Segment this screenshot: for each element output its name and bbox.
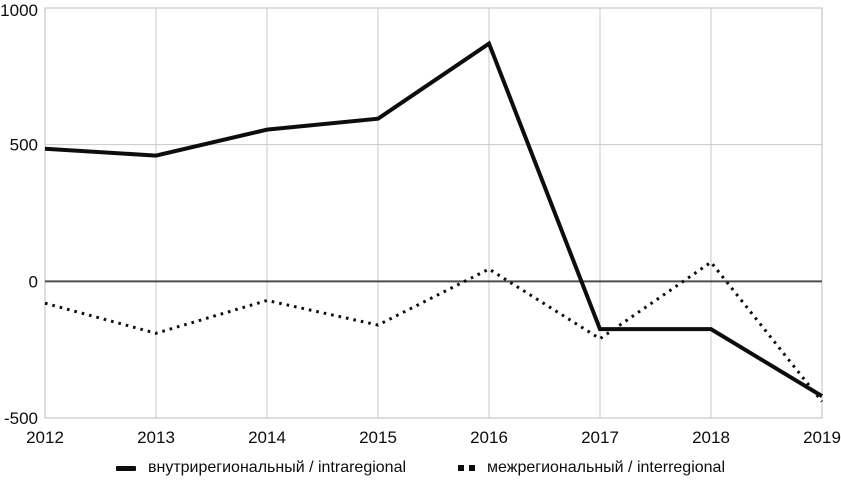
y-tick-label: -500 [4,409,38,428]
x-tick-label: 2012 [26,428,64,447]
x-tick-label: 2018 [692,428,730,447]
y-tick-label: 500 [10,136,38,155]
series-line-interregional [44,260,824,403]
chart-legend: внутрирегиональный / intraregional межре… [0,452,841,484]
plot-border [44,7,823,419]
series-line-intraregional [44,40,824,398]
solid-line-legend-marker [115,465,136,471]
dotted-line-legend-marker [458,465,476,471]
legend-label-intraregional: внутрирегиональный / intraregional [147,459,407,476]
x-tick-label: 2015 [359,428,397,447]
x-tick-label: 2016 [470,428,508,447]
x-tick-label: 2013 [137,428,175,447]
line-chart-canvas: -500 0 500 1000 2012 2013 2014 2015 2016 2017 2018… [0,1,841,447]
x-tick-label: 2019 [803,428,841,447]
legend-item-interregional: межрегиональный / interregional [458,459,725,477]
x-tick-label: 2014 [248,428,286,447]
y-tick-label: 0 [29,272,38,291]
y-tick-label: 1000 [0,1,38,20]
x-tick-label: 2017 [581,428,619,447]
legend-label-interregional: межрегиональный / interregional [487,459,725,476]
legend-item-intraregional: внутрирегиональный / intraregional [115,459,407,477]
